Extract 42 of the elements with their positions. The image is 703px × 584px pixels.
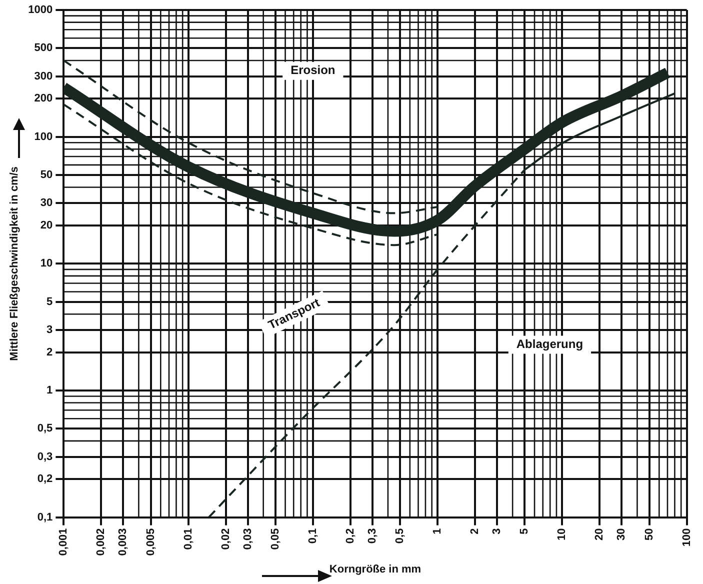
x-tick-label: 30: [616, 528, 628, 541]
y-tick-label: 10: [40, 258, 53, 270]
x-tick-label: 20: [594, 528, 606, 541]
y-tick-label: 0,3: [37, 450, 53, 463]
x-tick-label: 2: [469, 528, 482, 534]
x-tick-label: 0,03: [242, 528, 254, 550]
x-tick-label: 100: [680, 528, 693, 547]
y-axis-title: Mittlere Fließgeschwindigkeit in cm/s: [8, 166, 21, 361]
y-tick-label: 5: [46, 296, 53, 308]
y-tick-label: 50: [40, 169, 53, 182]
y-tick-label: 0,5: [37, 422, 53, 435]
x-tick-label: 1: [432, 528, 444, 534]
y-tick-label: 20: [40, 219, 53, 232]
x-tick-label: 0,01: [182, 528, 194, 550]
x-tick-label: 0,003: [117, 528, 130, 556]
y-tick-label: 1: [46, 384, 53, 396]
y-tick-label: 300: [34, 70, 53, 82]
x-tick-label: 0,2: [344, 528, 356, 544]
x-tick-label: 0,005: [144, 528, 157, 556]
x-tick-label: 0,1: [306, 528, 319, 544]
y-tick-label: 2: [46, 346, 53, 358]
y-tick-label: 500: [34, 42, 53, 54]
x-tick-label: 0,5: [394, 528, 406, 544]
y-tick-label: 1000: [28, 4, 53, 16]
x-tick-label: 0,002: [95, 528, 108, 556]
x-tick-label: 0,02: [220, 528, 232, 550]
y-tick-label: 200: [34, 92, 53, 105]
x-tick-label: 0,001: [58, 528, 70, 556]
x-tick-label: 3: [491, 528, 504, 534]
x-tick-label: 0,3: [366, 528, 378, 544]
y-tick-label: 3: [46, 324, 53, 336]
x-tick-label: 50: [643, 528, 656, 541]
y-tick-label: 30: [40, 197, 53, 210]
x-axis-title: Korngröße in mm: [329, 563, 422, 576]
x-tick-label: 10: [556, 528, 568, 541]
x-tick-label: 5: [518, 528, 531, 534]
y-tick-label: 0,1: [37, 511, 53, 524]
annotation: Erosion: [290, 63, 336, 78]
y-tick-label: 0,2: [37, 473, 53, 486]
annotation: Ablagerung: [516, 337, 584, 352]
x-tick-label: 0,05: [269, 528, 282, 550]
y-tick-label: 100: [34, 130, 53, 143]
